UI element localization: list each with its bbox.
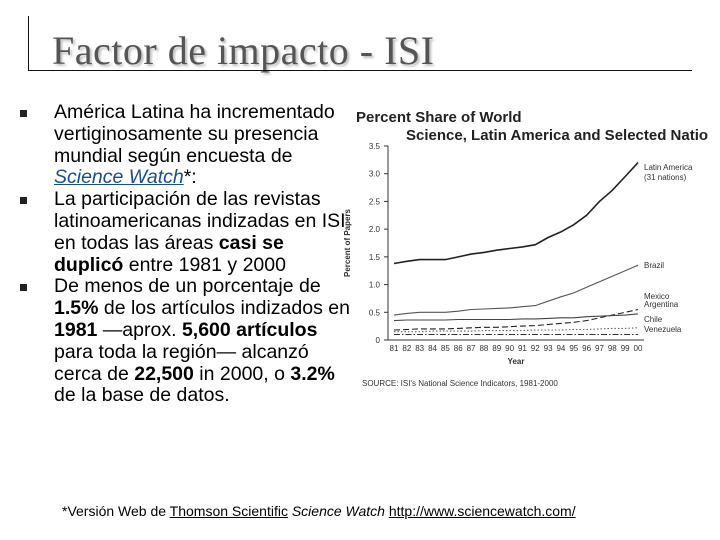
x-tick-label: 92 <box>531 344 540 353</box>
bullet-square-icon <box>20 110 27 117</box>
series-label: Chile <box>644 315 663 324</box>
y-tick-label: 0 <box>376 336 381 345</box>
bullet-emphasis: 1981 <box>54 318 98 341</box>
series-line <box>393 264 639 316</box>
x-tick-label: 90 <box>505 344 514 353</box>
bullet-emphasis: 22,500 <box>134 362 194 385</box>
bullet-item: De menos de un porcentaje de 1.5% de los… <box>20 275 352 407</box>
y-tick-label: 0.5 <box>369 308 381 317</box>
title-underline <box>28 70 692 71</box>
x-tick-label: 81 <box>390 344 399 353</box>
bullet-emphasis: 3.2% <box>290 362 335 385</box>
bullet-item: América Latina ha incrementado vertigino… <box>20 101 352 189</box>
sciencewatch-url-link[interactable]: http://www.sciencewatch.com/ <box>388 503 576 519</box>
chart-title: Percent Share of World <box>356 109 522 126</box>
title-left-rule <box>28 16 29 71</box>
series-label: Latin America <box>644 163 693 172</box>
x-tick-label: 97 <box>595 344 604 353</box>
bullet-text: de los artículos indizados en <box>98 297 350 320</box>
x-tick-label: 88 <box>479 344 488 353</box>
chart-source: SOURCE: ISI's National Science Indicator… <box>362 379 558 388</box>
x-tick-label: 94 <box>556 344 565 353</box>
y-axis-label: Percent of Papers <box>343 208 352 277</box>
chart-figure: Percent Share of World Science, Latin Ame… <box>340 100 720 400</box>
bullet-text: de la base de datos. <box>54 384 230 407</box>
bullet-text: América Latina ha incrementado vertigino… <box>54 101 335 167</box>
bullet-item: La participación de las revistas latinoa… <box>20 188 352 276</box>
x-tick-label: 96 <box>582 344 591 353</box>
series-line <box>393 308 639 331</box>
x-tick-label: 87 <box>467 344 476 353</box>
series-label: Brazil <box>644 261 664 270</box>
bullet-text: *: <box>183 166 197 189</box>
y-tick-label: 1.5 <box>369 253 381 262</box>
bullet-square-icon <box>20 284 27 292</box>
bullet-text: entre 1981 y 2000 <box>123 253 286 276</box>
series-label: Mexico <box>644 292 670 301</box>
bullet-square-icon <box>20 197 27 205</box>
footnote: *Versión Web de Thomson Scientific Scien… <box>62 503 576 519</box>
bullet-text: De menos de un porcentaje de <box>54 275 321 298</box>
series-line <box>394 327 639 333</box>
x-tick-label: 93 <box>544 344 553 353</box>
bullet-text: in 2000, o <box>193 362 291 385</box>
x-tick-label: 91 <box>518 344 527 353</box>
bullet-emphasis: casi se duplicó <box>54 231 284 276</box>
series-line <box>393 313 639 322</box>
x-tick-label: 84 <box>428 344 437 353</box>
x-tick-label: 86 <box>454 344 463 353</box>
footnote-product: Science Watch <box>291 503 385 519</box>
bullet-text: —aprox. <box>97 318 182 341</box>
bullet-emphasis: 1.5% <box>54 297 99 320</box>
science-watch-link[interactable]: Science Watch <box>54 166 184 189</box>
x-tick-label: 95 <box>569 344 578 353</box>
y-tick-label: 3.5 <box>369 142 381 151</box>
bullet-list: América Latina ha incrementado vertigino… <box>20 101 352 407</box>
x-tick-label: 99 <box>621 344 630 353</box>
x-tick-label: 85 <box>441 344 450 353</box>
footnote-prefix: *Versión Web de <box>62 503 170 519</box>
chart-title: Science, Latin America and Selected Nati… <box>406 127 708 144</box>
series-line <box>393 162 639 265</box>
x-tick-label: 98 <box>608 344 617 353</box>
x-tick-label: 00 <box>634 344 643 353</box>
bullet-text: La participación de las revistas latinoa… <box>54 188 346 254</box>
x-axis-label: Year <box>508 357 525 366</box>
x-tick-label: 89 <box>492 344 501 353</box>
series-label: Argentina <box>644 300 679 309</box>
series-label: (31 nations) <box>644 173 687 182</box>
slide-title: Factor de impacto - ISI <box>52 28 435 73</box>
y-tick-label: 1.0 <box>369 281 381 290</box>
y-tick-label: 3.0 <box>369 170 381 179</box>
bullet-text: para toda la región— alcanzó cerca de <box>54 340 309 385</box>
series-label: Venezuela <box>644 325 682 334</box>
y-tick-label: 2.5 <box>369 197 381 206</box>
y-tick-label: 2.0 <box>369 225 381 234</box>
bullet-emphasis: 5,600 artículos <box>181 318 318 341</box>
publisher-link[interactable]: Thomson Scientific <box>169 503 288 519</box>
x-tick-label: 83 <box>415 344 424 353</box>
x-tick-label: 82 <box>402 344 411 353</box>
